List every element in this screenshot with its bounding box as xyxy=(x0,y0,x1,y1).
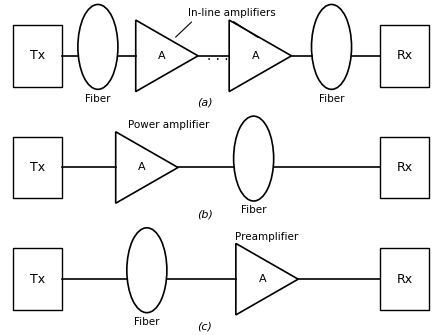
Text: A: A xyxy=(158,51,166,61)
Text: (a): (a) xyxy=(197,98,213,108)
Bar xyxy=(380,25,429,86)
Bar xyxy=(13,137,62,198)
Text: Rx: Rx xyxy=(397,161,413,174)
Text: A: A xyxy=(259,274,266,284)
Text: Rx: Rx xyxy=(397,49,413,62)
Bar xyxy=(380,249,429,310)
Bar xyxy=(13,249,62,310)
Text: A: A xyxy=(138,162,146,173)
Bar xyxy=(380,137,429,198)
Text: A: A xyxy=(252,51,259,61)
Text: Fiber: Fiber xyxy=(134,317,160,327)
Text: Fiber: Fiber xyxy=(85,94,111,104)
Text: Tx: Tx xyxy=(30,273,45,286)
Bar xyxy=(13,25,62,86)
Text: Fiber: Fiber xyxy=(241,205,267,215)
Text: Preamplifier: Preamplifier xyxy=(235,232,299,242)
Text: (b): (b) xyxy=(197,209,213,219)
Text: Power amplifier: Power amplifier xyxy=(129,120,210,130)
Text: Rx: Rx xyxy=(397,273,413,286)
Text: . . .: . . . xyxy=(207,49,229,63)
Text: Fiber: Fiber xyxy=(319,94,344,104)
Text: In-line amplifiers: In-line amplifiers xyxy=(187,8,275,18)
Text: Tx: Tx xyxy=(30,49,45,62)
Text: (c): (c) xyxy=(197,321,212,331)
Text: Tx: Tx xyxy=(30,161,45,174)
